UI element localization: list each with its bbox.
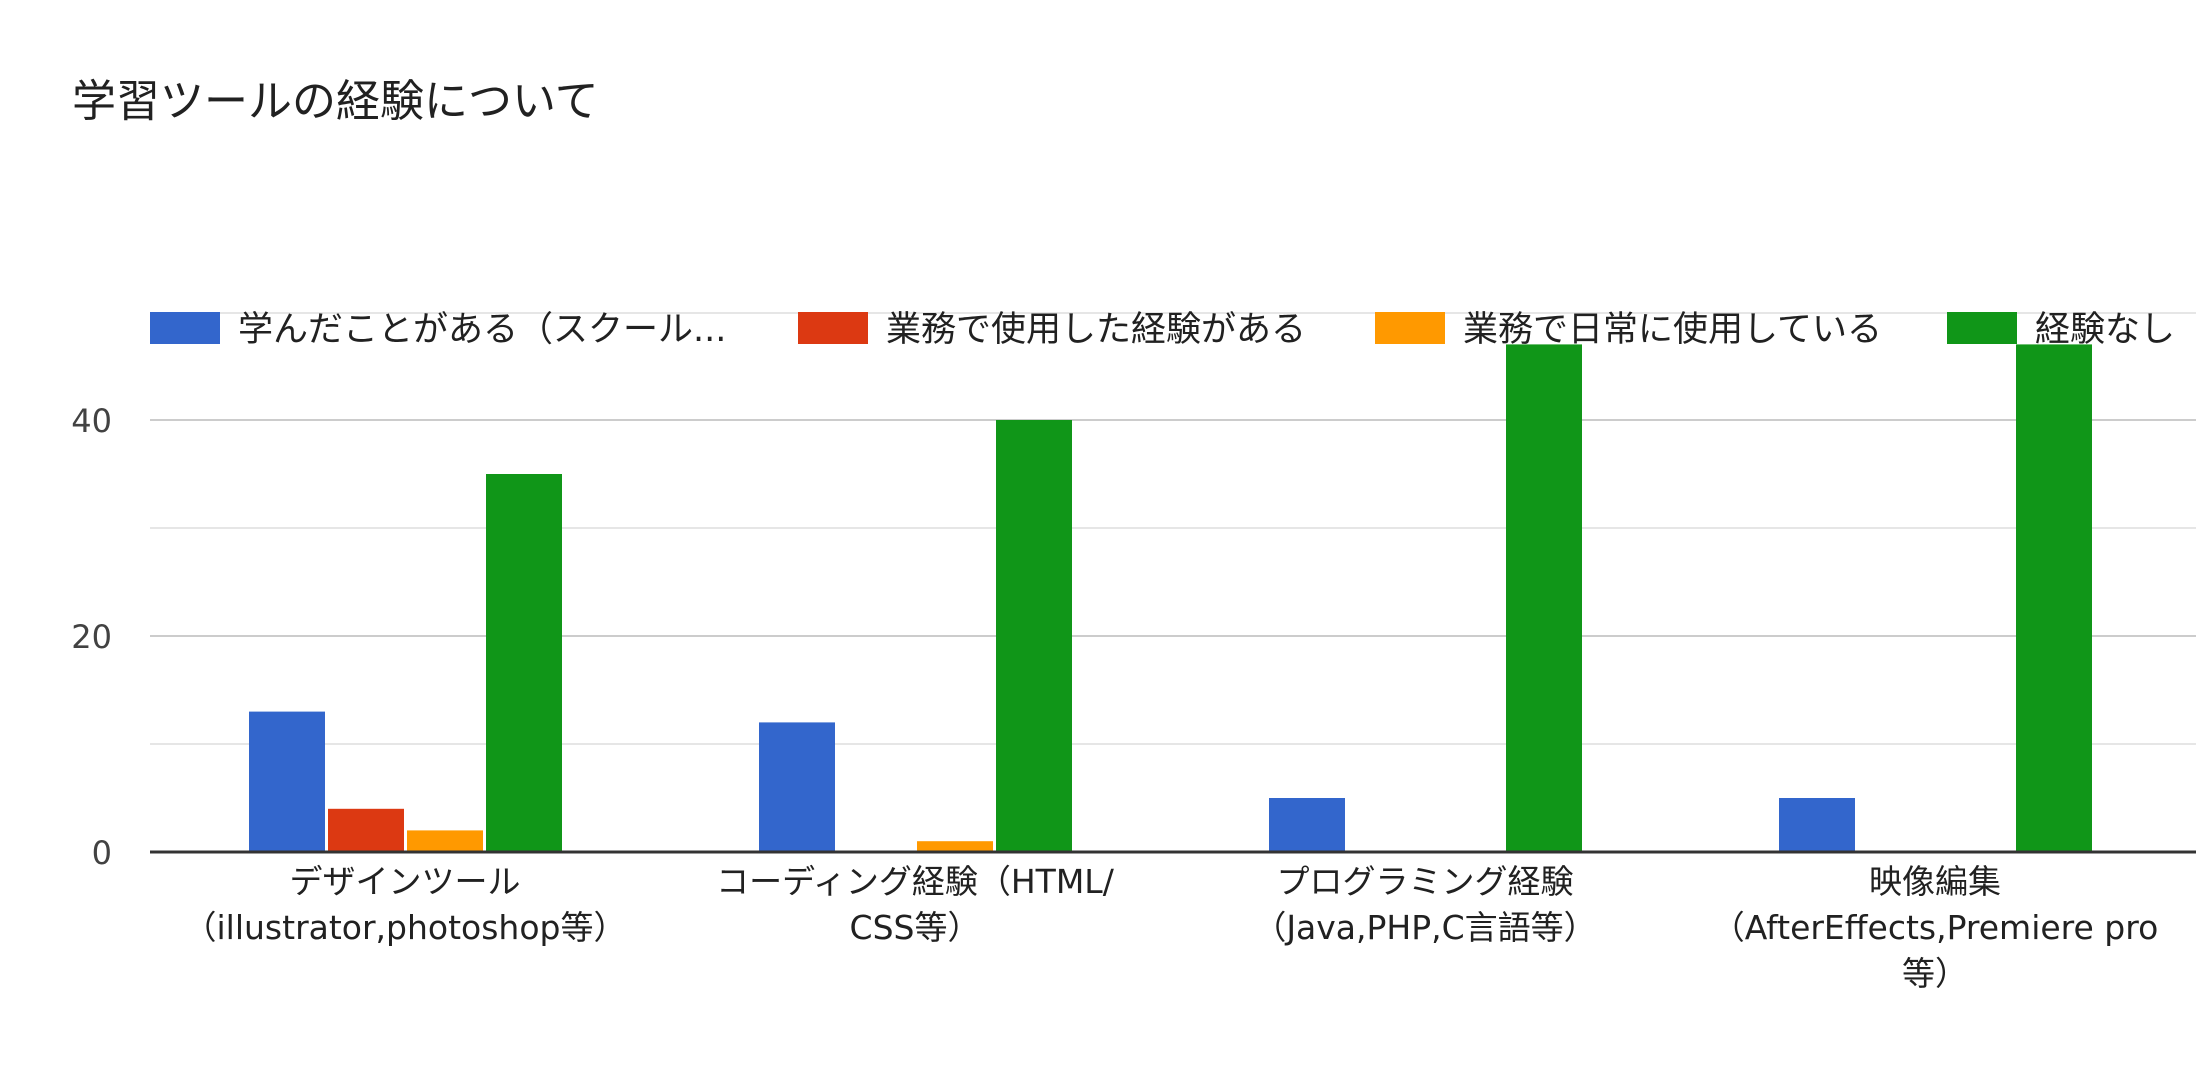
legend-label: 学んだことがある（スクール... bbox=[238, 310, 726, 350]
bar[interactable]: 業務で使用した経験がある: 4 bbox=[328, 808, 404, 852]
y-tick-label: 40 bbox=[71, 402, 112, 440]
x-category-label: 映像編集 （AfterEffects,Premiere pro 等） bbox=[1712, 862, 2159, 993]
legend: 学んだことがある（スクール... 業務で使用した経験がある 業務で日常に使用している… bbox=[150, 310, 2175, 350]
bar[interactable]: 経験なし: 47 bbox=[2016, 344, 2092, 852]
x-tick-label-line: （illustrator,photoshop等） bbox=[184, 908, 627, 947]
bar[interactable]: 学んだことがある（スクール...: 13 bbox=[249, 711, 325, 852]
legend-swatch bbox=[1375, 312, 1445, 344]
legend-swatch bbox=[1947, 312, 2017, 344]
legend-swatch bbox=[798, 312, 868, 344]
legend-item[interactable]: 経験なし bbox=[1947, 310, 2175, 350]
bar[interactable]: 学んだことがある（スクール...: 5 bbox=[1269, 798, 1345, 852]
legend-item[interactable]: 業務で使用した経験がある bbox=[798, 310, 1306, 350]
legend-label: 業務で使用した経験がある bbox=[886, 310, 1306, 350]
x-tick-label-line: 等） bbox=[1902, 954, 1968, 993]
x-category-label: デザインツール （illustrator,photoshop等） bbox=[184, 862, 627, 947]
x-tick-label-line: プログラミング経験 bbox=[1277, 862, 1574, 901]
x-tick-label-line: コーディング経験（HTML/ bbox=[716, 862, 1115, 901]
category-labels: デザインツール （illustrator,photoshop等） コーディング経験（… bbox=[184, 862, 2159, 993]
legend-label: 業務で日常に使用している bbox=[1463, 310, 1882, 350]
x-tick-label-line: （Java,PHP,C言語等） bbox=[1253, 908, 1596, 947]
y-tick-label: 0 bbox=[92, 834, 112, 872]
bar[interactable]: 学んだことがある（スクール...: 5 bbox=[1779, 798, 1855, 852]
chart-title: 学習ツールの経験について bbox=[72, 76, 599, 127]
bar[interactable]: 業務で日常に使用している: 2 bbox=[407, 830, 483, 852]
legend-label: 経験なし bbox=[2035, 310, 2175, 350]
gridlines bbox=[150, 312, 2196, 745]
legend-item[interactable]: 学んだことがある（スクール... bbox=[150, 310, 726, 350]
bar[interactable]: 経験なし: 35 bbox=[486, 474, 562, 852]
legend-swatch bbox=[150, 312, 220, 344]
y-tick-label: 20 bbox=[71, 618, 112, 656]
x-tick-label-line: （AfterEffects,Premiere pro bbox=[1712, 908, 2159, 947]
legend-item[interactable]: 業務で日常に使用している bbox=[1375, 310, 1882, 350]
bars: 学んだことがある（スクール...: 13 学んだことがある（スクール...: 12… bbox=[249, 344, 2092, 852]
bar[interactable]: 業務で日常に使用している: 1 bbox=[917, 841, 993, 852]
bar[interactable]: 学んだことがある（スクール...: 12 bbox=[759, 722, 835, 852]
bar[interactable]: 経験なし: 40 bbox=[996, 420, 1072, 852]
x-tick-label-line: デザインツール bbox=[290, 862, 521, 901]
x-tick-label-line: 映像編集 bbox=[1869, 862, 2001, 901]
x-tick-label-line: CSS等） bbox=[850, 908, 981, 947]
x-category-label: プログラミング経験 （Java,PHP,C言語等） bbox=[1253, 862, 1596, 947]
axes: 0 20 40 bbox=[71, 402, 2196, 872]
x-category-label: コーディング経験（HTML/CSS等） bbox=[716, 862, 1115, 947]
bar[interactable]: 経験なし: 47 bbox=[1506, 344, 1582, 852]
